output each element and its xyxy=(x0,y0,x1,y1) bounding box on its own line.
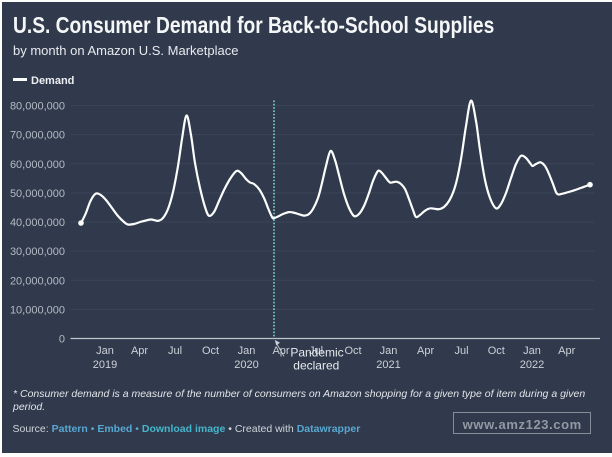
svg-text:2019: 2019 xyxy=(93,359,117,371)
svg-text:70,000,000: 70,000,000 xyxy=(10,130,65,142)
svg-text:Jan: Jan xyxy=(523,345,541,357)
svg-text:2021: 2021 xyxy=(376,359,400,371)
svg-text:Jul: Jul xyxy=(309,345,323,357)
svg-text:Jan: Jan xyxy=(380,345,398,357)
svg-text:Pandemic: Pandemic xyxy=(290,346,343,360)
svg-text:2022: 2022 xyxy=(520,359,544,371)
svg-text:10,000,000: 10,000,000 xyxy=(10,304,65,316)
svg-text:Jan: Jan xyxy=(238,345,256,357)
svg-text:60,000,000: 60,000,000 xyxy=(10,159,65,171)
svg-text:Apr: Apr xyxy=(417,345,434,357)
svg-text:Apr: Apr xyxy=(131,345,148,357)
svg-text:30,000,000: 30,000,000 xyxy=(10,246,65,258)
svg-text:declared: declared xyxy=(293,359,339,373)
svg-text:40,000,000: 40,000,000 xyxy=(10,217,65,229)
svg-text:0: 0 xyxy=(59,334,65,346)
svg-text:Apr: Apr xyxy=(558,345,575,357)
svg-text:Oct: Oct xyxy=(488,345,505,357)
svg-text:Oct: Oct xyxy=(344,345,361,357)
svg-text:Jul: Jul xyxy=(168,345,182,357)
svg-text:50,000,000: 50,000,000 xyxy=(10,188,65,200)
svg-text:20,000,000: 20,000,000 xyxy=(10,275,65,287)
svg-text:2020: 2020 xyxy=(234,359,258,371)
svg-text:Jul: Jul xyxy=(454,345,468,357)
svg-text:80,000,000: 80,000,000 xyxy=(10,101,65,113)
svg-text:Oct: Oct xyxy=(202,345,219,357)
svg-text:Jan: Jan xyxy=(96,345,114,357)
